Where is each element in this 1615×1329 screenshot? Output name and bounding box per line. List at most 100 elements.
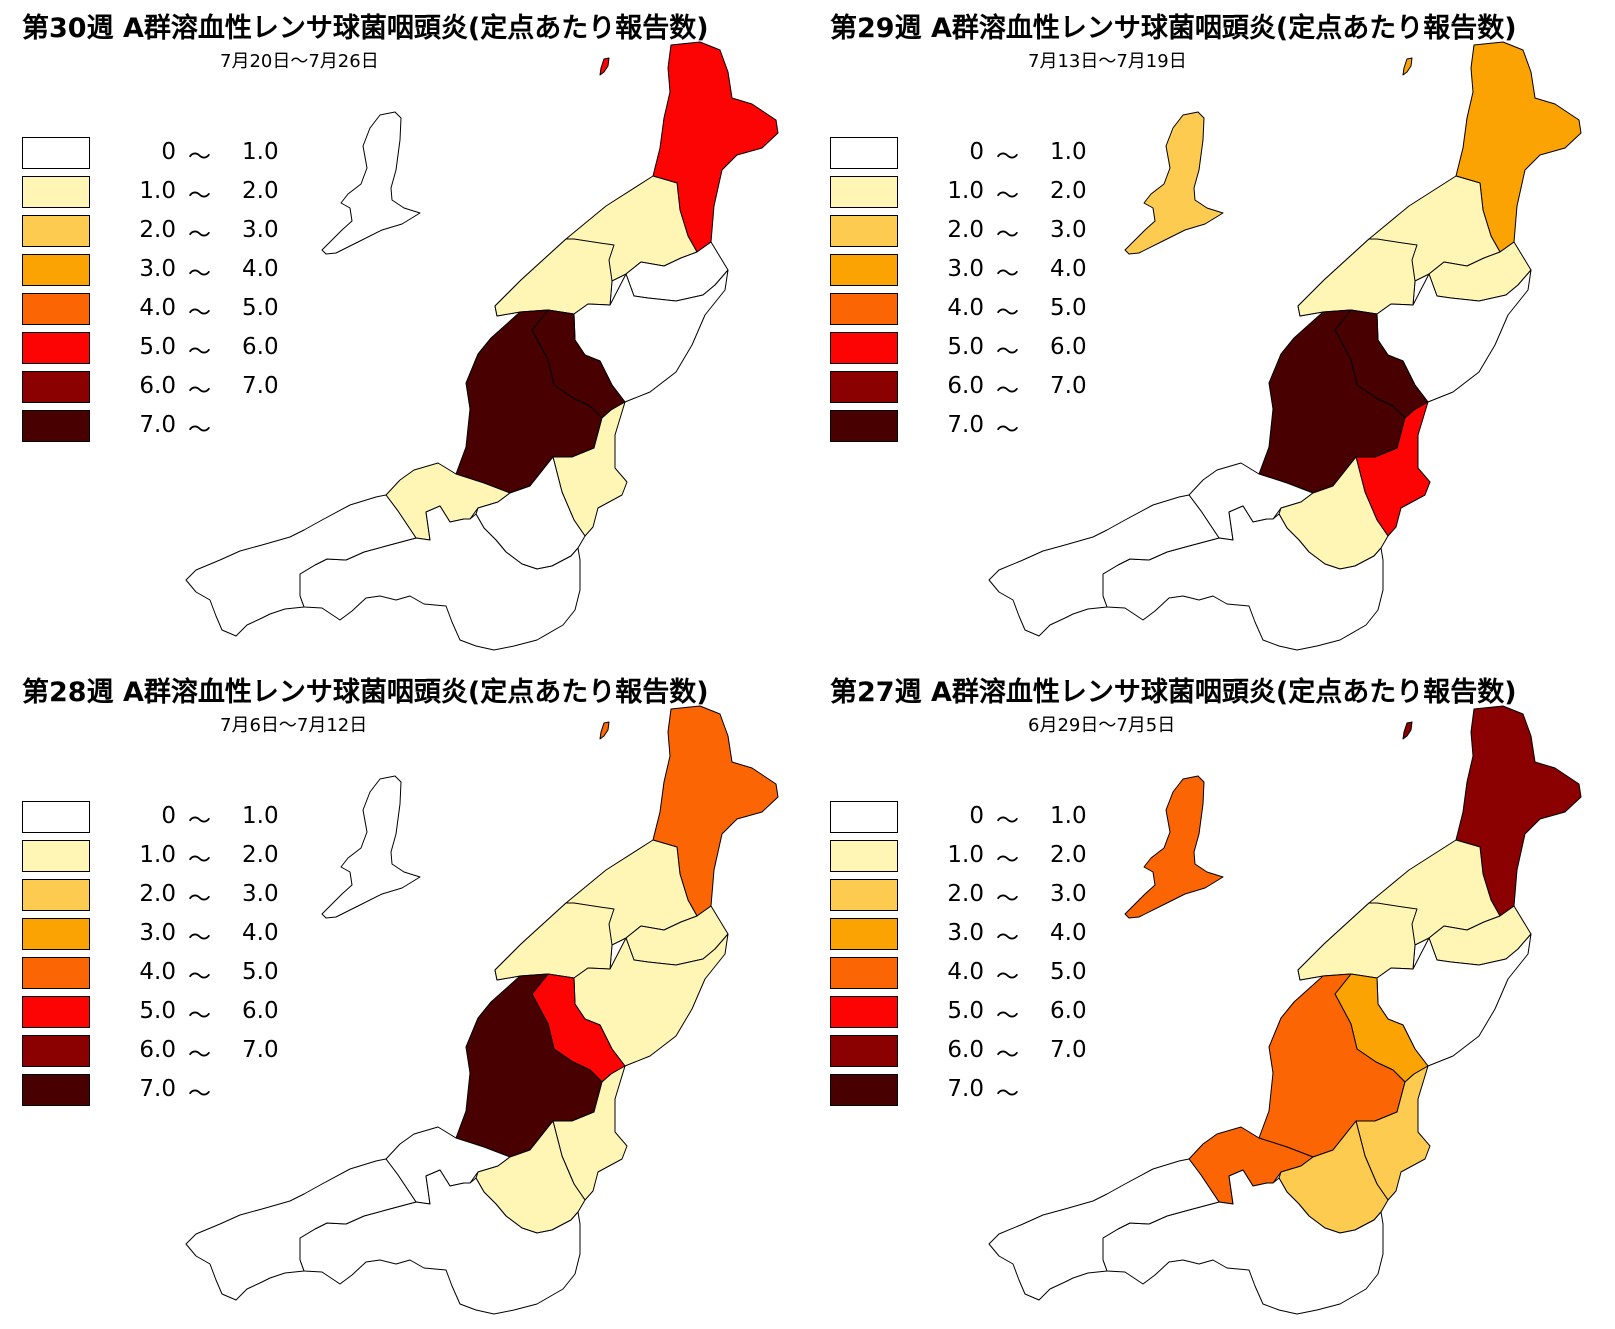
legend-item: 4.0 ～ 5.0	[22, 957, 322, 991]
legend-swatch	[22, 176, 90, 208]
legend-upper-bound: 2.0	[242, 178, 279, 204]
region-itoigawa	[988, 1158, 1220, 1301]
legend-item: 5.0 ～ 6.0	[830, 332, 1130, 366]
legend-lower-bound: 6.0	[947, 373, 984, 399]
legend-upper-bound: 6.0	[242, 998, 279, 1024]
legend-range-separator: ～	[996, 222, 1019, 248]
legend-lower-bound: 3.0	[139, 920, 176, 946]
region-itoigawa	[185, 1158, 417, 1301]
region-uonuma	[552, 1065, 628, 1201]
legend-upper-bound: 6.0	[1050, 334, 1087, 360]
legend-upper-bound: 3.0	[1050, 881, 1087, 907]
legend-lower-bound: 6.0	[139, 373, 176, 399]
legend-lower-bound: 0	[969, 139, 984, 165]
legend-swatch	[830, 410, 898, 442]
legend-item: 1.0 ～ 2.0	[22, 840, 322, 874]
region-itoigawa	[185, 494, 417, 637]
legend-swatch	[830, 1074, 898, 1106]
legend-upper-bound: 1.0	[1050, 803, 1087, 829]
legend-range-separator: ～	[188, 886, 211, 912]
legend-item: 2.0 ～ 3.0	[830, 215, 1130, 249]
legend-swatch	[830, 1035, 898, 1067]
legend-swatch	[830, 137, 898, 169]
legend-swatch	[22, 371, 90, 403]
legend-range-separator: ～	[188, 925, 211, 951]
panel-title: 第27週 A群溶血性レンサ球菌咽頭炎(定点あたり報告数)	[830, 677, 1517, 708]
region-murakami	[1455, 705, 1582, 917]
legend-item: 7.0 ～	[830, 1074, 1130, 1108]
legend-item: 6.0 ～ 7.0	[22, 371, 322, 405]
legend-range-separator: ～	[996, 417, 1019, 443]
legend-range-separator: ～	[996, 339, 1019, 365]
legend-item: 0 ～ 1.0	[22, 137, 322, 171]
legend-upper-bound: 1.0	[1050, 139, 1087, 165]
legend-item: 2.0 ～ 3.0	[830, 879, 1130, 913]
choropleth-map	[185, 41, 779, 651]
legend-lower-bound: 7.0	[947, 412, 984, 438]
legend-lower-bound: 7.0	[947, 1076, 984, 1102]
region-murakami	[652, 705, 779, 917]
legend-swatch	[22, 215, 90, 247]
legend-upper-bound: 4.0	[1050, 256, 1087, 282]
region-awashima	[599, 57, 610, 76]
legend-lower-bound: 1.0	[139, 178, 176, 204]
legend-upper-bound: 7.0	[242, 373, 279, 399]
legend-upper-bound: 7.0	[1050, 1037, 1087, 1063]
region-sado	[321, 111, 421, 255]
legend-swatch	[22, 801, 90, 833]
legend-lower-bound: 4.0	[139, 295, 176, 321]
legend-swatch	[830, 176, 898, 208]
legend-upper-bound: 6.0	[242, 334, 279, 360]
region-uonuma	[1355, 401, 1431, 537]
legend-item: 1.0 ～ 2.0	[830, 176, 1130, 210]
legend-lower-bound: 3.0	[947, 920, 984, 946]
legend-swatch	[830, 254, 898, 286]
legend-item: 4.0 ～ 5.0	[830, 957, 1130, 991]
legend-upper-bound: 3.0	[1050, 217, 1087, 243]
panel-subtitle: 7月6日～7月12日	[220, 715, 368, 736]
legend-range-separator: ～	[188, 1042, 211, 1068]
panel-subtitle: 6月29日～7月5日	[1028, 715, 1176, 736]
legend-upper-bound: 5.0	[1050, 295, 1087, 321]
legend-item: 0 ～ 1.0	[830, 137, 1130, 171]
legend-upper-bound: 2.0	[1050, 842, 1087, 868]
legend-item: 3.0 ～ 4.0	[22, 918, 322, 952]
legend-item: 3.0 ～ 4.0	[22, 254, 322, 288]
legend-lower-bound: 1.0	[947, 842, 984, 868]
legend-range-separator: ～	[996, 378, 1019, 404]
legend-range-separator: ～	[188, 417, 211, 443]
legend-lower-bound: 3.0	[139, 256, 176, 282]
legend-item: 5.0 ～ 6.0	[22, 332, 322, 366]
legend-range-separator: ～	[996, 1042, 1019, 1068]
legend-lower-bound: 4.0	[947, 959, 984, 985]
legend-item: 1.0 ～ 2.0	[22, 176, 322, 210]
panel-week27: 第27週 A群溶血性レンサ球菌咽頭炎(定点あたり報告数) 6月29日～7月5日 …	[808, 664, 1615, 1328]
legend-item: 6.0 ～ 7.0	[22, 1035, 322, 1069]
legend-lower-bound: 5.0	[139, 998, 176, 1024]
legend-upper-bound: 3.0	[242, 217, 279, 243]
legend-swatch	[830, 996, 898, 1028]
legend-range-separator: ～	[996, 847, 1019, 873]
legend-range-separator: ～	[188, 1081, 211, 1107]
panel-title: 第30週 A群溶血性レンサ球菌咽頭炎(定点あたり報告数)	[22, 13, 709, 44]
region-awashima	[1402, 721, 1413, 740]
legend-lower-bound: 4.0	[139, 959, 176, 985]
legend-item: 7.0 ～	[830, 410, 1130, 444]
legend-range-separator: ～	[188, 183, 211, 209]
legend-swatch	[22, 1035, 90, 1067]
legend-item: 7.0 ～	[22, 1074, 322, 1108]
legend-swatch	[830, 371, 898, 403]
legend-lower-bound: 5.0	[139, 334, 176, 360]
legend-item: 5.0 ～ 6.0	[22, 996, 322, 1030]
region-sado	[1124, 775, 1224, 919]
legend-swatch	[830, 879, 898, 911]
legend-item: 6.0 ～ 7.0	[830, 371, 1130, 405]
region-sado	[321, 775, 421, 919]
legend-item: 4.0 ～ 5.0	[830, 293, 1130, 327]
legend-lower-bound: 0	[161, 803, 176, 829]
legend-upper-bound: 4.0	[242, 256, 279, 282]
legend-range-separator: ～	[996, 808, 1019, 834]
legend-swatch	[22, 996, 90, 1028]
legend-range-separator: ～	[996, 261, 1019, 287]
legend-upper-bound: 7.0	[242, 1037, 279, 1063]
